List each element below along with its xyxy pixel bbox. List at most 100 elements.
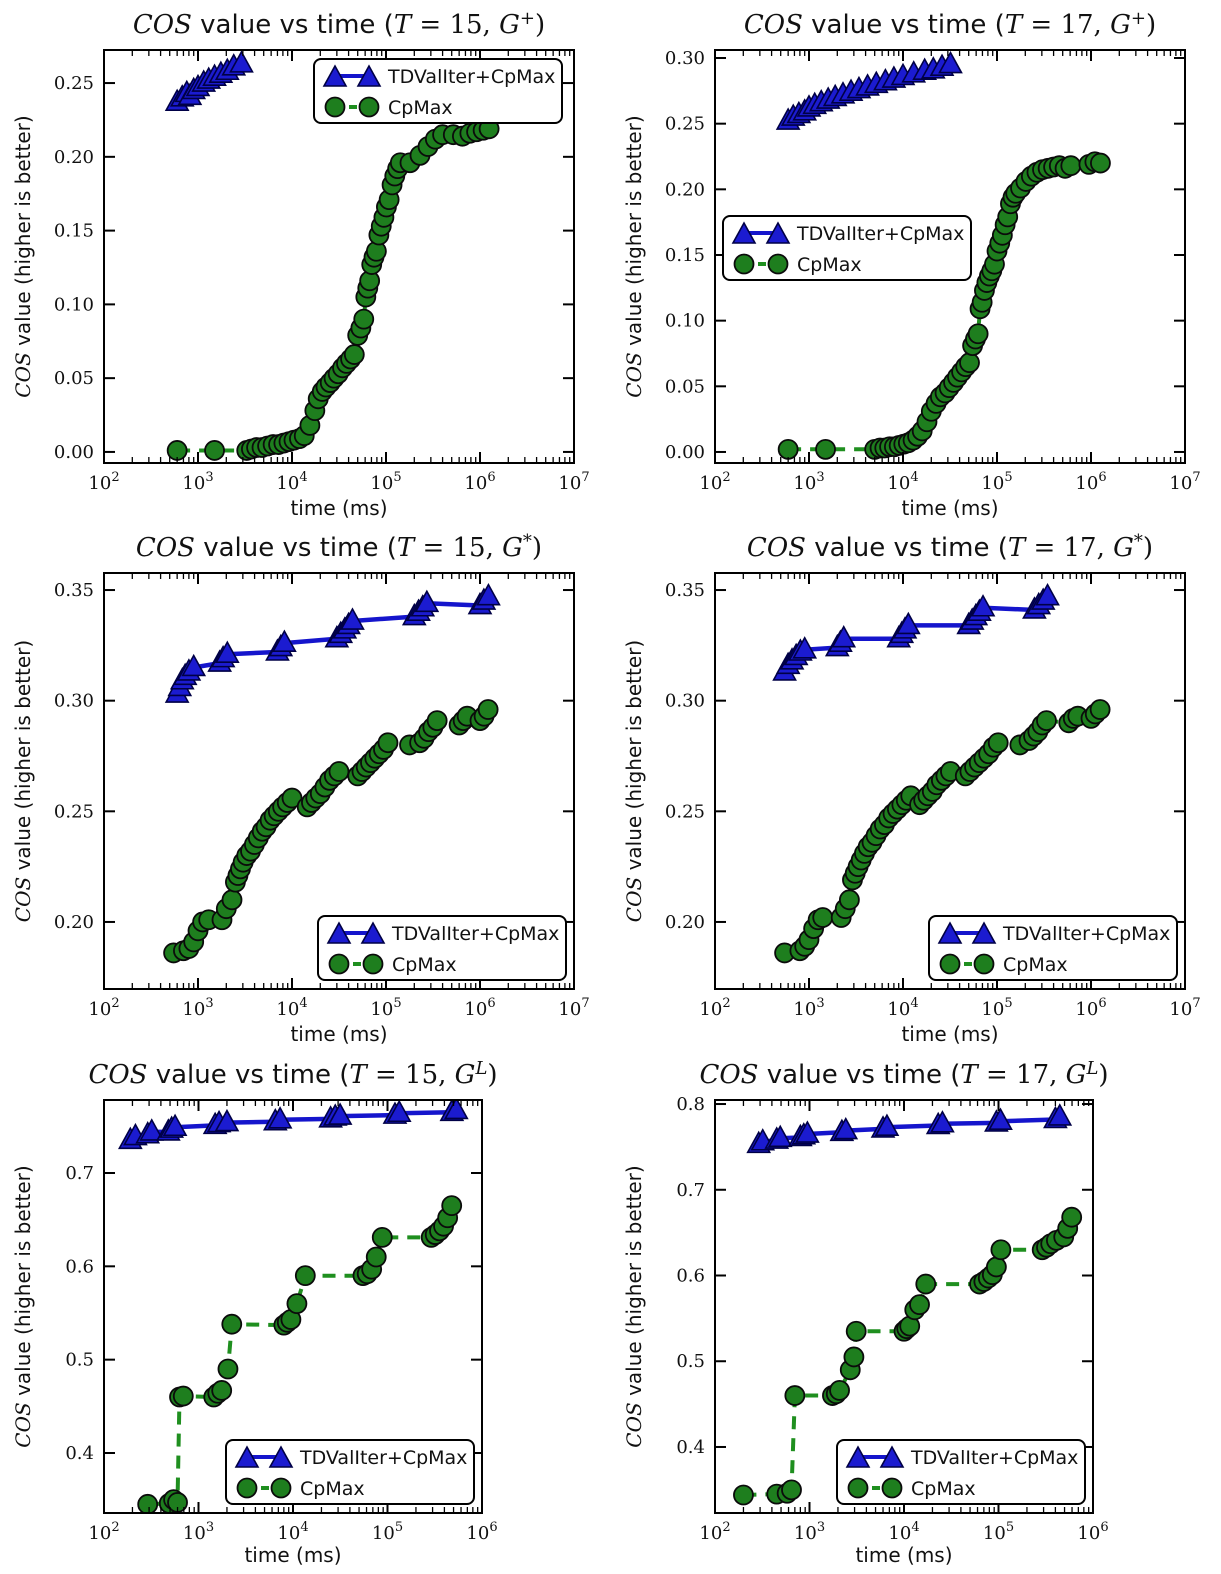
series-cpmax [774, 699, 1111, 964]
data-point-triangle [181, 653, 207, 677]
series-tdvaliter-cpmax [164, 50, 254, 112]
legend-circle-icon [973, 953, 995, 975]
data-point-triangle [139, 1118, 165, 1141]
data-point-circle [441, 1195, 463, 1217]
data-point-triangle [229, 50, 254, 73]
data-point-triangle [895, 611, 921, 635]
data-point-triangle [214, 640, 240, 664]
legend-circle-icon [847, 1477, 869, 1499]
data-point-triangle [1047, 1103, 1073, 1126]
chart-canvas: 102 103 104 105 106 107 0.00 0.05 0.10 0.15 0.20 0.… [622, 8, 1201, 520]
legend-item-label: TDValIter+CpMax [796, 223, 964, 245]
x-tick-label: 102 [699, 470, 730, 494]
axes-frame [103, 572, 575, 990]
data-point-circle [733, 1484, 754, 1506]
legend-triangle-icon [845, 1445, 871, 1468]
chart-cos-vs-time-t15-gplus: 102 103 104 105 106 107 0.00 0.05 0.10 0.15 0.20 0.… [0, 0, 610, 520]
data-point-circle [812, 907, 834, 928]
data-point-circle [281, 787, 303, 809]
axes-frame [714, 1099, 1094, 1514]
data-point-circle [829, 1379, 850, 1401]
y-tick-label: 0.20 [54, 147, 94, 168]
legend-triangle-icon [360, 921, 386, 944]
chart-title: COS value vs time (T = 17, GL) [699, 1058, 1108, 1090]
y-tick-label: 0.10 [54, 294, 94, 315]
plot-area [772, 583, 1111, 964]
axes-frame [103, 1099, 483, 1514]
data-point-circle [838, 889, 860, 911]
chart-canvas: 102 103 104 105 106 107 0.20 0.25 0.30 0.35 COS va… [622, 531, 1201, 1046]
data-point-triangle [327, 1102, 353, 1125]
data-point-circle [815, 438, 836, 460]
legend-item-label: CpMax [392, 954, 457, 976]
legend-item-label: CpMax [1003, 954, 1068, 976]
data-point-circle [909, 1294, 930, 1316]
series-tdvaliter-cpmax [772, 583, 1060, 681]
x-tick-label: 103 [794, 1520, 825, 1544]
tick-labels: 102 103 104 105 106 107 0.00 0.05 0.10 0.15 0.20 0.… [665, 48, 1201, 494]
legend-item-label: TDValIter+CpMax [299, 1447, 467, 1469]
legend-triangle-icon [234, 1445, 260, 1468]
tick-labels: 102 103 104 105 106 0.4 0.5 0.6 0.7 0.8 [676, 1094, 1108, 1544]
data-point-circle [426, 710, 448, 731]
x-tick-label: 107 [558, 470, 589, 494]
legend-triangle-icon [268, 1445, 294, 1468]
legend-circle-icon [939, 953, 961, 975]
y-tick-label: 0.30 [665, 48, 705, 69]
y-tick-label: 0.25 [665, 114, 705, 135]
y-tick-label: 0.8 [676, 1094, 705, 1115]
y-tick-label: 0.5 [65, 1350, 94, 1371]
data-point-circle [211, 1380, 233, 1401]
legend-circle-icon [270, 1477, 292, 1499]
series-cpmax [166, 118, 500, 461]
series-cpmax [733, 1206, 1083, 1506]
y-tick-label: 0.5 [676, 1351, 705, 1372]
x-tick-label: 105 [370, 470, 401, 494]
x-axis-label: time (ms) [290, 1022, 387, 1046]
chart-canvas: 102 103 104 105 106 107 0.00 0.05 0.10 0.15 0.20 0.… [11, 8, 590, 520]
data-point-triangle [874, 1113, 900, 1136]
y-axis-label: COS value (higher is better) [11, 115, 35, 397]
data-point-circle [204, 440, 225, 461]
x-tick-label: 102 [699, 996, 730, 1020]
data-point-triangle [162, 1113, 188, 1137]
data-point-circle [328, 761, 350, 782]
x-tick-label: 103 [183, 1520, 214, 1544]
y-tick-label: 0.35 [54, 580, 94, 601]
y-tick-label: 0.20 [54, 912, 94, 933]
y-tick-label: 0.7 [65, 1163, 94, 1184]
y-tick-label: 0.25 [54, 801, 94, 822]
data-point-triangle [267, 1106, 293, 1129]
x-tick-label: 106 [464, 470, 495, 494]
y-tick-label: 0.00 [665, 442, 705, 463]
legend-item-label: TDValIter+CpMax [387, 66, 555, 88]
chart-cos-vs-time-t17-gplus: 102 103 104 105 106 107 0.00 0.05 0.10 0.15 0.20 0.… [611, 0, 1221, 520]
x-tick-label: 107 [1169, 996, 1200, 1020]
chart-title: COS value vs time (T = 17, G+) [744, 8, 1156, 40]
data-point-circle [172, 1385, 194, 1407]
x-tick-label: 106 [1075, 996, 1106, 1020]
series-tdvaliter-cpmax [775, 50, 963, 130]
legend-item-label: TDValIter+CpMax [1002, 923, 1170, 945]
x-tick-label: 105 [370, 996, 401, 1020]
series-line [782, 595, 1050, 673]
y-tick-label: 0.05 [54, 368, 94, 389]
chart-title: COS value vs time (T = 15, GL) [88, 1058, 497, 1090]
legend: TDValIter+CpMax CpMax [836, 1439, 1086, 1505]
series-line [177, 126, 490, 453]
chart-title: COS value vs time (T = 15, G+) [133, 8, 545, 40]
data-point-triangle [930, 1110, 955, 1133]
x-tick-label: 103 [182, 470, 213, 494]
data-point-triangle [214, 1108, 240, 1132]
legend-item-label: TDValIter+CpMax [391, 923, 559, 945]
y-tick-label: 0.6 [676, 1266, 705, 1287]
y-tick-label: 0.05 [665, 376, 705, 397]
series-tdvaliter-cpmax [164, 583, 501, 703]
chart-cos-vs-time-t15-gstar: 102 103 104 105 106 107 0.20 0.25 0.30 0.35 COS va… [0, 520, 610, 1050]
data-point-circle [1061, 1206, 1083, 1228]
data-point-triangle [386, 1100, 412, 1123]
data-point-triangle [443, 1100, 469, 1120]
x-axis-label: time (ms) [855, 1543, 952, 1567]
x-tick-label: 107 [1169, 470, 1200, 494]
y-tick-label: 0.4 [65, 1443, 94, 1464]
